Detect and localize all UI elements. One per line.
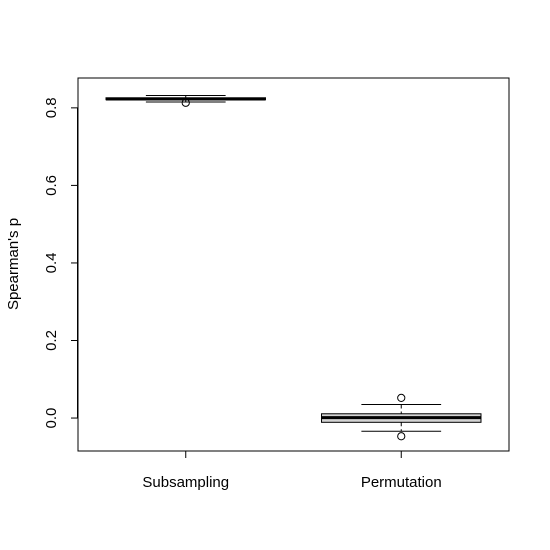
x-axis: Subsampling Permutation — [142, 450, 442, 491]
box-1 — [321, 393, 482, 441]
boxes-layer — [105, 94, 482, 441]
y-tick-label-1: 0.2 — [43, 330, 60, 351]
x-tick-label-0: Subsampling — [142, 474, 229, 491]
y-tick-label-0: 0.0 — [43, 408, 60, 429]
box-0 — [105, 94, 266, 107]
x-tick-label-1: Permutation — [361, 474, 442, 491]
y-tick-label-3: 0.6 — [43, 175, 60, 196]
box-1-outlier-0 — [397, 393, 406, 402]
y-axis-title: Spearman's p — [5, 218, 22, 310]
box-1-outlier-1 — [397, 432, 406, 441]
y-tick-label-2: 0.4 — [43, 253, 60, 274]
y-tick-label-4: 0.8 — [43, 97, 60, 118]
y-axis: 0.0 0.2 0.4 0.6 0.8 — [43, 97, 78, 428]
box-0-outlier-0 — [181, 98, 190, 107]
